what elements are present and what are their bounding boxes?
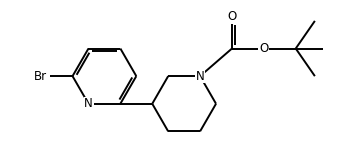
Text: Br: Br	[34, 70, 47, 83]
Text: N: N	[196, 70, 205, 83]
Text: O: O	[228, 10, 237, 23]
Text: O: O	[259, 42, 269, 55]
Text: N: N	[84, 97, 93, 110]
